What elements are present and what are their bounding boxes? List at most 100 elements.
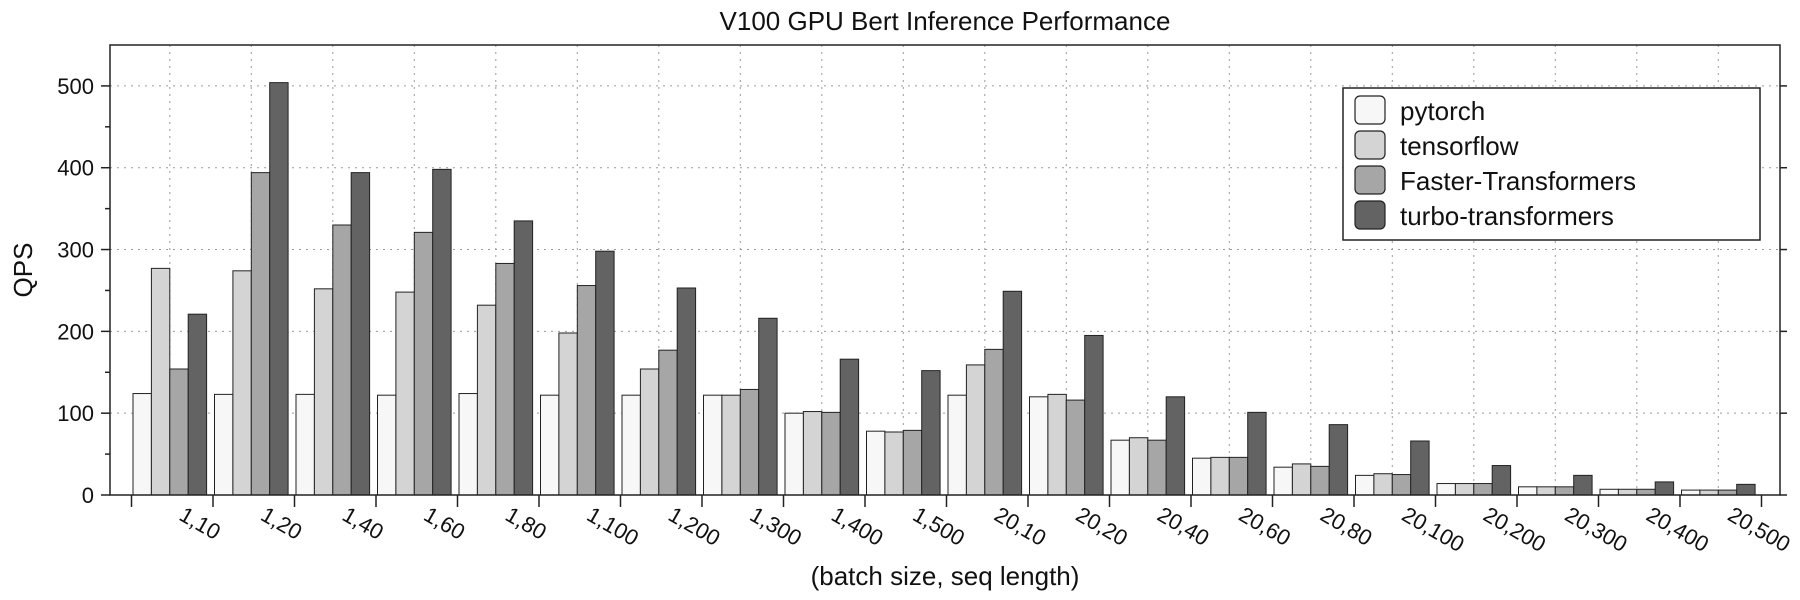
bar-turbo-transformers-16 <box>1491 465 1512 496</box>
x-tick-label: 20,100 <box>1398 502 1469 557</box>
bar-tensorflow-16 <box>1454 483 1475 496</box>
bar-turbo-transformers-11 <box>1084 334 1104 496</box>
bar-tensorflow-2 <box>313 288 334 496</box>
bar-turbo-transformers-19 <box>1736 483 1756 496</box>
bar-turbo-transformers-3 <box>432 168 452 496</box>
bar-faster-transformers-2 <box>332 224 352 496</box>
legend-swatch <box>1354 200 1386 230</box>
bar-turbo-transformers-0 <box>187 313 208 496</box>
bar-tensorflow-12 <box>1128 437 1149 496</box>
x-tick-label: 1,10 <box>175 502 225 545</box>
bar-turbo-transformers-10 <box>1002 290 1023 496</box>
bars <box>132 82 1756 496</box>
bar-pytorch-4 <box>458 393 478 496</box>
x-tick-label: 20,60 <box>1235 502 1295 551</box>
x-tick-label: 20,500 <box>1724 502 1795 557</box>
x-tick-label: 20,40 <box>1153 502 1213 551</box>
legend-box <box>1342 87 1761 241</box>
x-tick-label: 20,10 <box>990 502 1050 551</box>
x-tick-label: 20,400 <box>1642 502 1713 557</box>
bar-tensorflow-4 <box>476 304 497 496</box>
legend-swatch <box>1354 130 1386 160</box>
bar-turbo-transformers-1 <box>269 82 289 496</box>
bar-tensorflow-8 <box>802 411 823 496</box>
bar-tensorflow-9 <box>884 431 904 496</box>
bar-faster-transformers-13 <box>1228 456 1249 496</box>
bar-pytorch-15 <box>1355 474 1375 496</box>
legend-label: pytorch <box>1400 96 1485 126</box>
y-tick-label: 400 <box>57 156 94 181</box>
bar-faster-transformers-9 <box>902 429 923 496</box>
x-tick-label: 20,200 <box>1479 502 1550 557</box>
bar-pytorch-10 <box>947 394 967 496</box>
bar-turbo-transformers-13 <box>1247 411 1267 496</box>
bar-pytorch-8 <box>784 412 804 496</box>
bar-turbo-transformers-8 <box>839 358 860 496</box>
bar-pytorch-13 <box>1192 457 1212 496</box>
x-tick-label: 1,300 <box>746 502 806 551</box>
bar-faster-transformers-16 <box>1473 483 1493 496</box>
bar-pytorch-6 <box>621 394 641 496</box>
bar-faster-transformers-3 <box>413 231 434 496</box>
x-tick-label: 1,20 <box>257 502 307 545</box>
chart-title: V100 GPU Bert Inference Performance <box>720 6 1171 36</box>
bar-tensorflow-0 <box>150 267 171 496</box>
bar-tensorflow-18 <box>1617 488 1638 496</box>
bar-faster-transformers-0 <box>169 368 189 496</box>
y-tick-label: 500 <box>57 74 94 99</box>
bar-pytorch-5 <box>540 394 560 496</box>
bar-tensorflow-1 <box>232 270 252 496</box>
legend: pytorch tensorflow Faster-Transformers turb… <box>1342 87 1761 241</box>
y-tick-label: 300 <box>57 238 94 263</box>
bar-faster-transformers-12 <box>1147 439 1167 496</box>
bar-faster-transformers-14 <box>1310 465 1330 496</box>
bar-faster-transformers-15 <box>1391 474 1412 496</box>
bar-pytorch-18 <box>1599 488 1619 496</box>
bar-turbo-transformers-2 <box>350 172 371 496</box>
legend-label: turbo-transformers <box>1400 201 1614 231</box>
bar-pytorch-16 <box>1436 483 1456 496</box>
bar-tensorflow-13 <box>1210 456 1230 496</box>
bar-turbo-transformers-6 <box>676 287 697 496</box>
bar-pytorch-17 <box>1518 486 1538 496</box>
bar-turbo-transformers-14 <box>1328 424 1349 496</box>
bar-turbo-transformers-15 <box>1410 440 1430 496</box>
x-axis-ticks: 1,10 1,20 1,40 1,60 1,80 1,100 1,200 1,300 1,400… <box>130 495 1795 557</box>
bar-faster-transformers-7 <box>739 388 760 496</box>
bar-tensorflow-17 <box>1536 486 1556 496</box>
x-tick-label: 1,40 <box>338 502 388 545</box>
bar-turbo-transformers-7 <box>758 317 778 496</box>
x-tick-label: 1,60 <box>420 502 470 545</box>
legend-label: tensorflow <box>1400 131 1519 161</box>
y-axis-ticks: 0 100 200 300 400 500 <box>57 74 1787 508</box>
x-tick-label: 1,200 <box>664 502 724 551</box>
bar-tensorflow-11 <box>1047 393 1067 496</box>
bar-pytorch-9 <box>866 430 886 496</box>
bar-pytorch-2 <box>295 393 315 496</box>
bar-faster-transformers-1 <box>250 172 271 496</box>
x-tick-label: 20,80 <box>1316 502 1376 551</box>
legend-swatch <box>1354 95 1386 125</box>
bar-turbo-transformers-12 <box>1165 396 1186 496</box>
y-tick-label: 100 <box>57 401 94 426</box>
bar-tensorflow-5 <box>558 332 578 496</box>
bar-pytorch-3 <box>377 394 397 496</box>
bar-tensorflow-3 <box>395 291 415 496</box>
bar-tensorflow-14 <box>1291 463 1312 496</box>
bar-faster-transformers-17 <box>1554 486 1575 496</box>
bar-pytorch-12 <box>1110 439 1130 496</box>
bar-turbo-transformers-17 <box>1573 474 1593 496</box>
bar-pytorch-14 <box>1273 466 1293 496</box>
x-tick-label: 20,300 <box>1561 502 1632 557</box>
bar-faster-transformers-6 <box>658 349 678 496</box>
y-tick-label: 200 <box>57 319 94 344</box>
y-axis-label: QPS <box>8 243 38 298</box>
bar-faster-transformers-18 <box>1636 488 1656 496</box>
x-axis-label: (batch size, seq length) <box>811 561 1080 591</box>
y-tick-label: 0 <box>82 483 94 508</box>
legend-label: Faster-Transformers <box>1400 166 1636 196</box>
bar-faster-transformers-11 <box>1065 399 1086 496</box>
bar-turbo-transformers-5 <box>595 250 615 496</box>
bar-turbo-transformers-9 <box>921 370 941 496</box>
